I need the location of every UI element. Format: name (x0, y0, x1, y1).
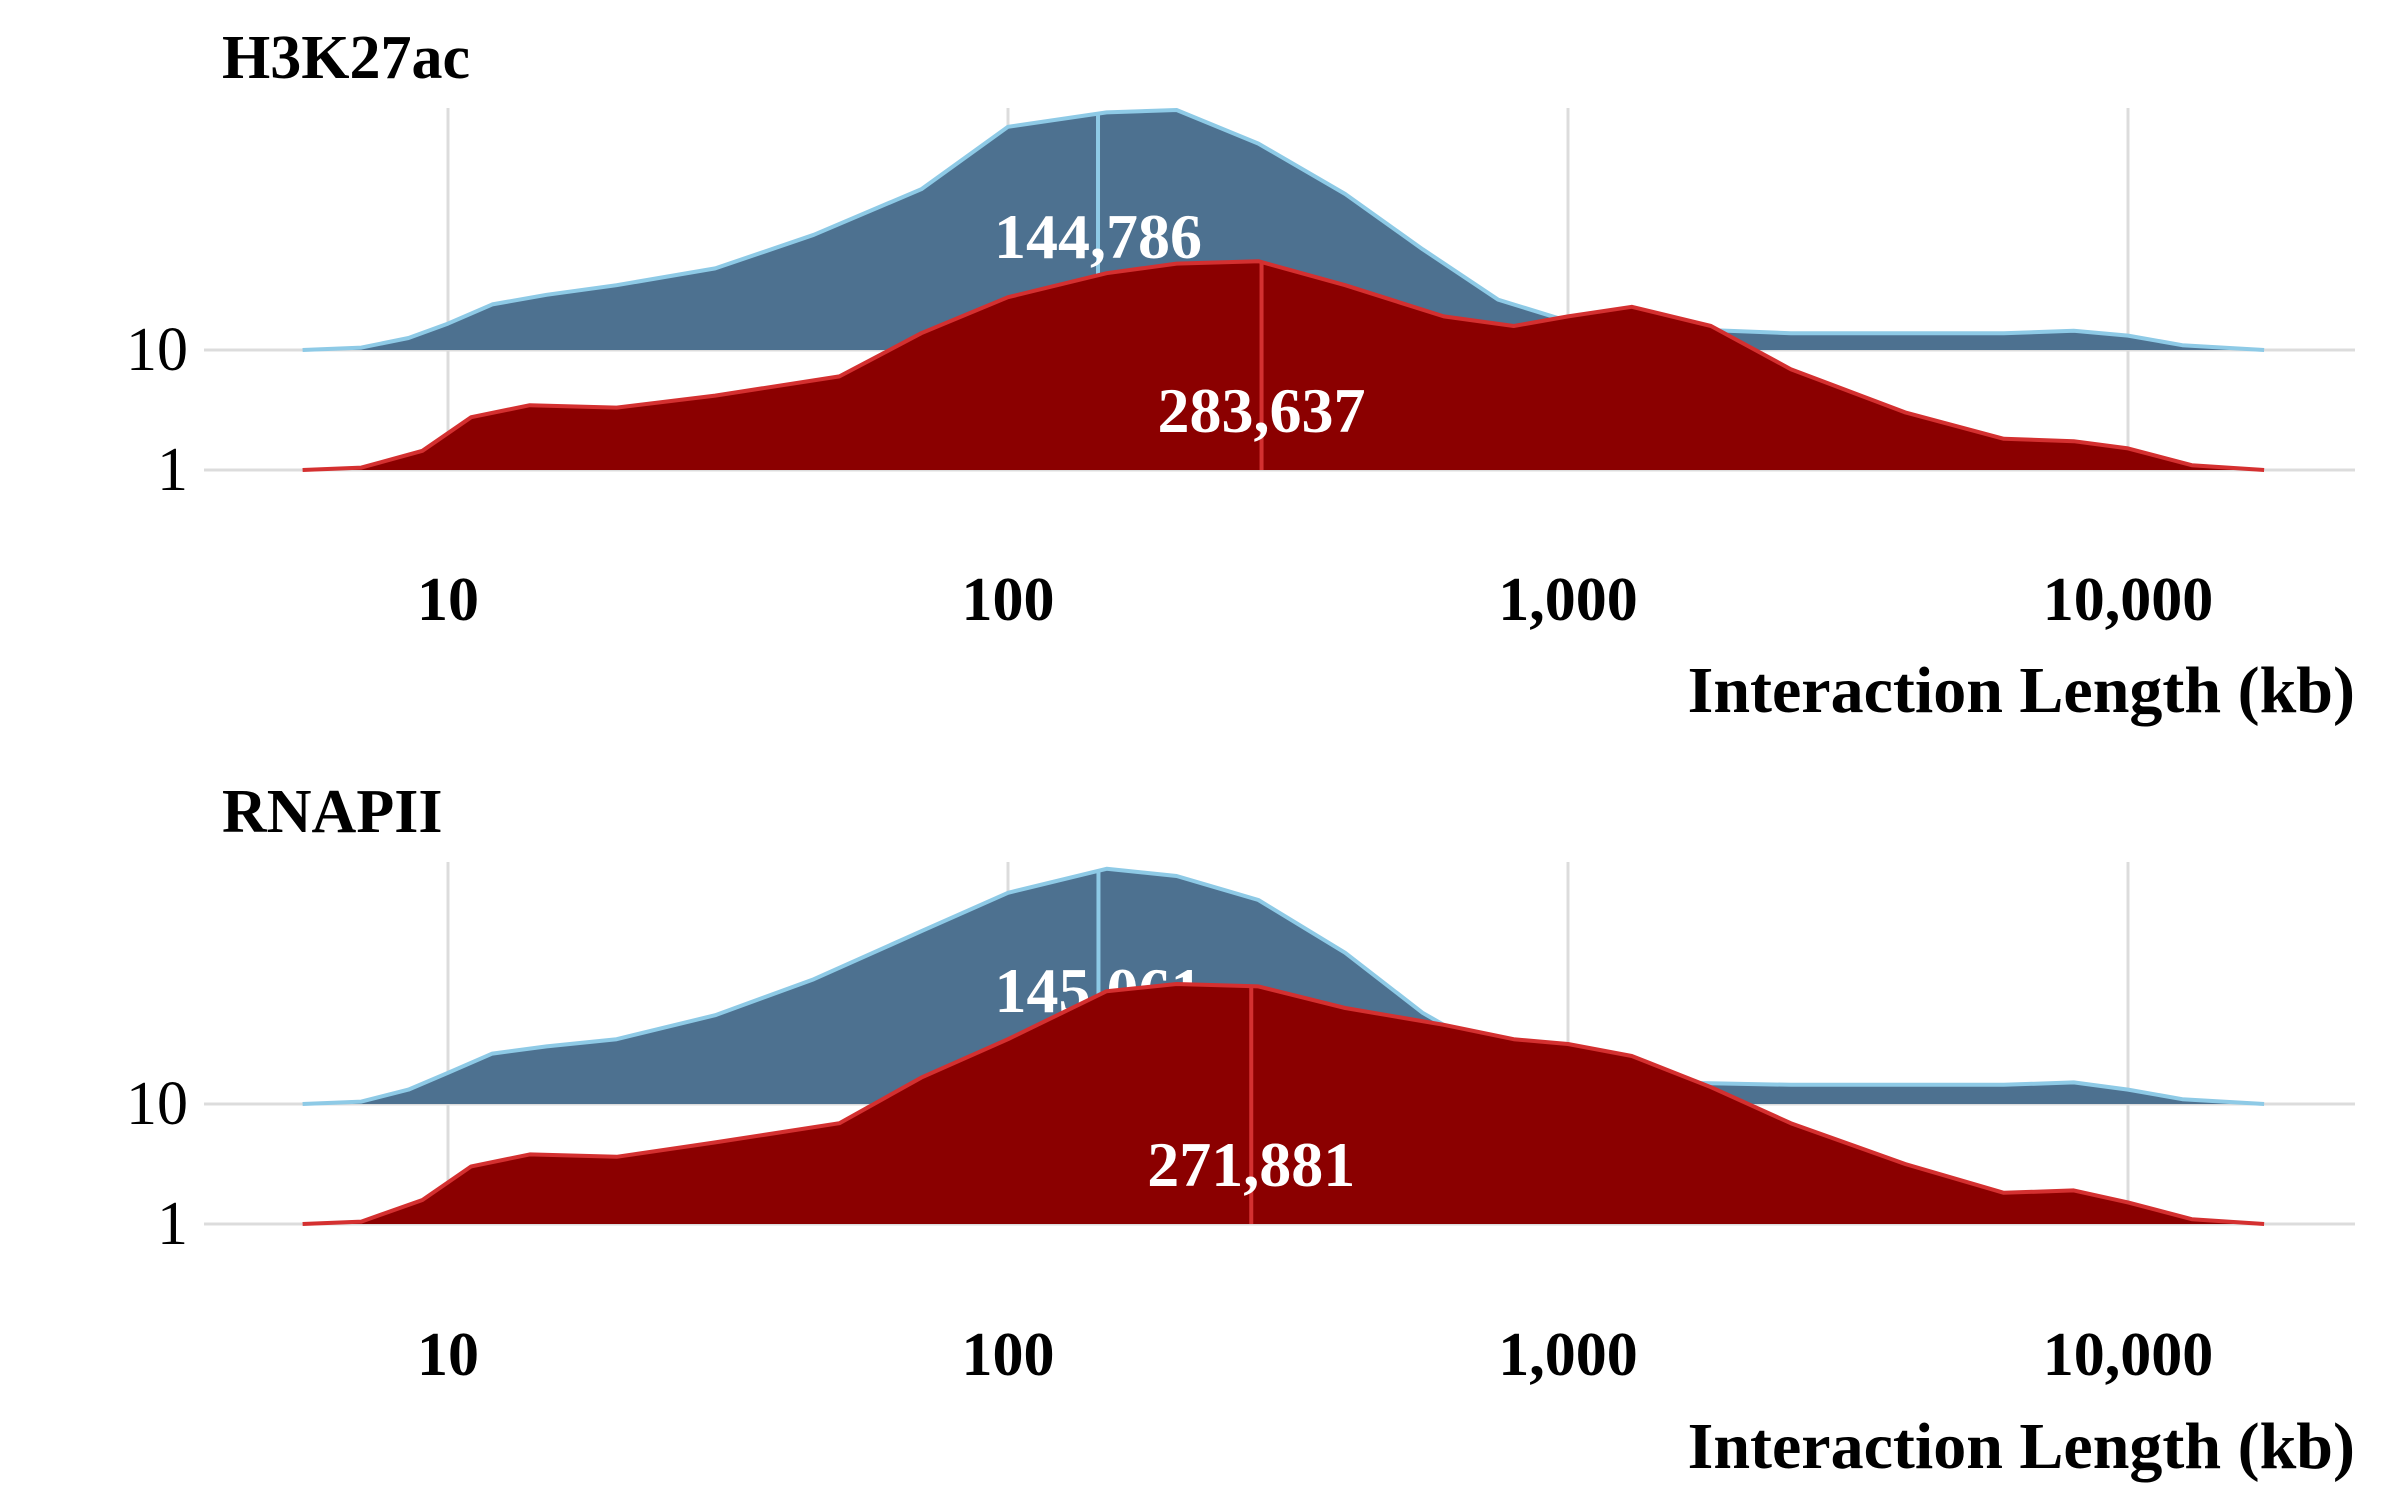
x-tick-label: 100 (962, 1321, 1055, 1389)
x-axis-label: Interaction Length (kb) (1688, 1410, 2355, 1483)
row-label: 10 (126, 1070, 188, 1138)
x-tick-label: 100 (962, 566, 1055, 634)
row-label: 10 (126, 316, 188, 384)
median-label: 271,881 (1147, 1129, 1355, 1200)
panel-title: RNAPII (222, 778, 442, 846)
density-outline (302, 866, 2265, 1106)
x-tick-label: 10 (417, 566, 479, 634)
x-tick-label: 10,000 (2043, 566, 2214, 634)
panel-title: H3K27ac (222, 24, 470, 92)
x-tick-label: 10,000 (2043, 1321, 2214, 1389)
density-area (302, 261, 2265, 470)
density-outline (302, 259, 2265, 472)
density-outline (302, 982, 2265, 1226)
x-tick-label: 10 (417, 1321, 479, 1389)
median-label: 144,786 (994, 201, 1202, 272)
x-tick-label: 1,000 (1498, 566, 1638, 634)
density-area (302, 984, 2265, 1224)
row-label: 1 (157, 436, 188, 504)
density-area (302, 868, 2265, 1104)
x-tick-label: 1,000 (1498, 1321, 1638, 1389)
row-label: 1 (157, 1190, 188, 1258)
density-area (302, 110, 2265, 350)
median-label: 283,637 (1158, 375, 1366, 446)
density-outline (302, 108, 2265, 352)
x-axis-label: Interaction Length (kb) (1688, 654, 2355, 727)
h3k27ac-panel: H3K27ac 10 1 144,786 283,637 10 100 1,000 10,000… (126, 24, 2355, 727)
